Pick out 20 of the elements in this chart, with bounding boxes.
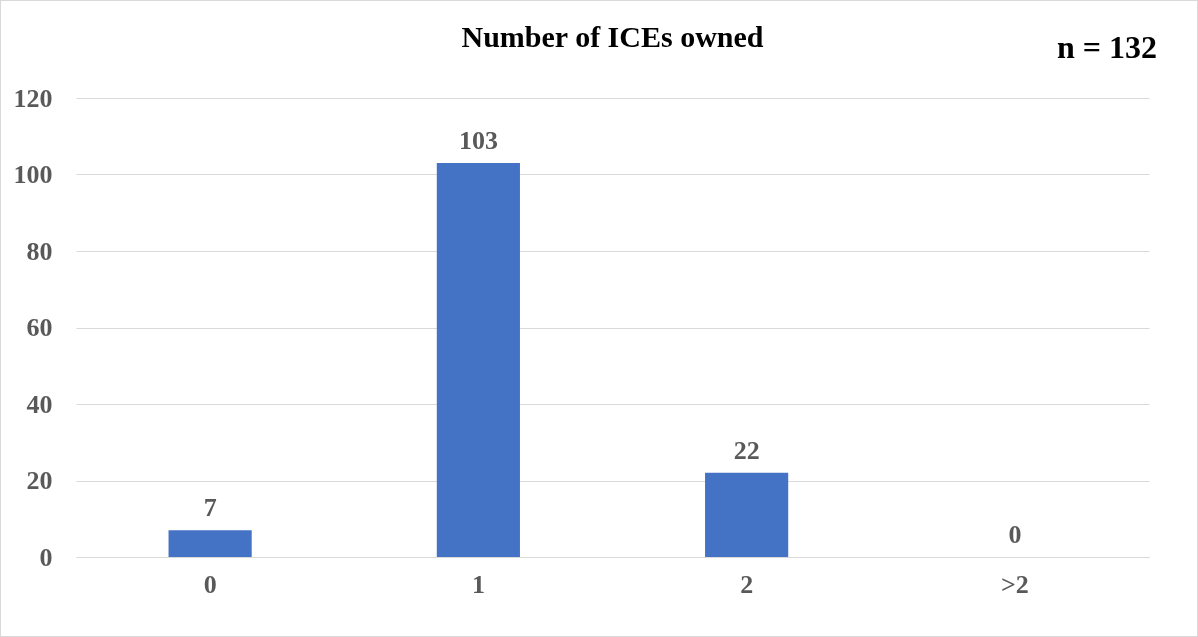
y-tick-label: 60 [26, 313, 53, 342]
y-tick-label: 120 [13, 83, 53, 113]
y-tick-label: 0 [39, 542, 53, 572]
y-tick-label: 40 [26, 389, 53, 419]
bar [705, 472, 789, 557]
data-label: 22 [733, 435, 760, 465]
x-tick-label: >2 [1000, 569, 1029, 599]
text: n = 132 [1056, 29, 1157, 66]
y-tick-label: 80 [26, 236, 53, 266]
bar [168, 530, 252, 557]
y-tick-label: 20 [26, 466, 53, 495]
data-label: 103 [458, 126, 498, 156]
x-tick-label: 0 [203, 569, 217, 599]
chart-title: Number of ICEs owned [461, 20, 764, 53]
bar [436, 163, 520, 557]
x-tick-label: 2 [740, 569, 754, 599]
y-tick-label: 100 [13, 160, 53, 189]
data-label: 0 [1008, 520, 1022, 549]
data-label: 7 [203, 493, 217, 523]
x-tick-label: 1 [471, 569, 485, 599]
